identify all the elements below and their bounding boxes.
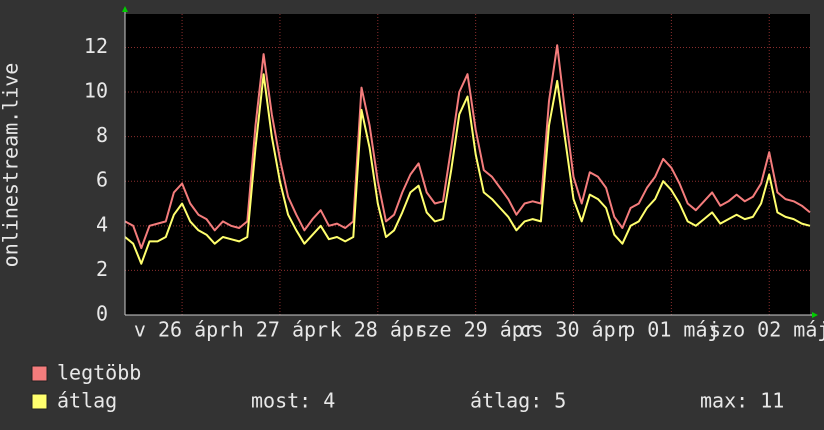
y-tick-label: 12 [84,34,108,58]
y-tick-label: 6 [96,168,108,192]
x-tick-label: p 01 máj [623,318,719,342]
legend-swatch [31,365,48,382]
legend-stat: max: 11 [700,389,784,413]
legend-label: átlag [57,389,117,413]
legend-label: legtöbb [57,361,141,385]
plot-area [125,14,810,315]
x-arrow [812,312,818,318]
x-tick-label: sze 29 ápr [415,318,535,342]
legend-stat: most: 4 [251,389,335,413]
lines [124,44,811,265]
series-line [124,44,811,250]
x-tick-label: szo 02 máj [709,318,824,342]
y-tick-label: 8 [96,123,108,147]
x-tick-label: h 27 ápr [232,318,328,342]
x-tick-label: cs 30 ápr [519,318,627,342]
x-tick-label: v 26 ápr [134,318,230,342]
y-tick-label: 10 [84,79,108,103]
y-axis-label: onlinestream.live [0,63,23,268]
y-tick-label: 0 [96,302,108,326]
x-tick-label: k 28 ápr [330,318,426,342]
legend-stat: átlag: 5 [470,389,566,413]
legend-swatch [31,393,48,410]
y-tick-label: 2 [96,257,108,281]
y-tick-label: 4 [96,212,108,236]
series-line [124,73,811,265]
y-arrow [122,6,128,12]
grid [125,14,810,316]
